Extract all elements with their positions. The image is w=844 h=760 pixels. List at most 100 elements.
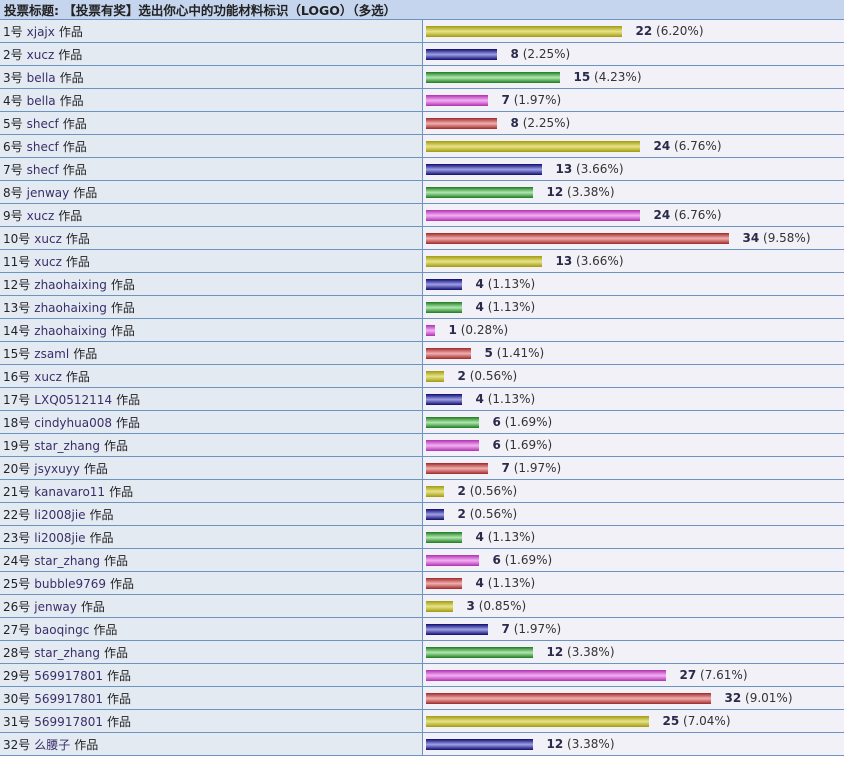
option-author: star_zhang <box>34 645 101 660</box>
option-result: 2 (0.56%) <box>422 502 844 526</box>
option-author: bella <box>26 93 56 108</box>
option-label: 29号 569917801 作品 <box>0 663 423 687</box>
option-result: 4 (1.13%) <box>422 295 844 319</box>
vote-bar <box>425 394 462 405</box>
option-result: 12 (3.38%) <box>422 640 844 664</box>
option-number: 17号 <box>3 392 31 407</box>
option-label: 8号 jenway 作品 <box>0 180 423 204</box>
option-author: zsaml <box>34 346 70 361</box>
option-suffix: 作品 <box>116 392 141 407</box>
option-author: xucz <box>26 47 55 62</box>
vote-percent: (1.97%) <box>513 461 562 475</box>
vote-count: 4 <box>475 277 484 291</box>
option-number: 23号 <box>3 530 31 545</box>
vote-percent: (1.69%) <box>504 438 553 452</box>
option-suffix: 作品 <box>65 369 90 384</box>
vote-bar <box>425 233 729 244</box>
option-number: 31号 <box>3 714 31 729</box>
vote-count: 6 <box>492 415 501 429</box>
option-label: 22号 li2008jie 作品 <box>0 502 423 526</box>
vote-count: 7 <box>501 461 510 475</box>
vote-count: 8 <box>510 47 519 61</box>
option-result: 4 (1.13%) <box>422 525 844 549</box>
option-number: 11号 <box>3 254 31 269</box>
option-label: 4号 bella 作品 <box>0 88 423 112</box>
poll-row: 4号 bella 作品 7 (1.97%) <box>0 88 844 112</box>
vote-bar <box>425 624 488 635</box>
option-author: bubble9769 <box>34 576 106 591</box>
option-author: xucz <box>34 254 62 269</box>
option-label: 9号 xucz 作品 <box>0 203 423 227</box>
vote-percent: (0.56%) <box>469 369 518 383</box>
poll-row: 11号 xucz 作品 13 (3.66%) <box>0 249 844 273</box>
vote-percent: (0.28%) <box>460 323 509 337</box>
option-suffix: 作品 <box>65 231 90 246</box>
vote-count: 15 <box>573 70 591 84</box>
option-result: 4 (1.13%) <box>422 387 844 411</box>
option-result: 6 (1.69%) <box>422 433 844 457</box>
poll-row: 30号 569917801 作品 32 (9.01%) <box>0 686 844 710</box>
option-suffix: 作品 <box>83 461 108 476</box>
poll-row: 1号 xjajx 作品 22 (6.20%) <box>0 19 844 43</box>
option-label: 12号 zhaohaixing 作品 <box>0 272 423 296</box>
poll-row: 3号 bella 作品 15 (4.23%) <box>0 65 844 89</box>
poll-row: 12号 zhaohaixing 作品 4 (1.13%) <box>0 272 844 296</box>
vote-bar <box>425 739 533 750</box>
vote-percent: (3.38%) <box>567 185 615 199</box>
option-author: li2008jie <box>34 530 86 545</box>
option-number: 2号 <box>3 47 23 62</box>
vote-count: 4 <box>475 576 484 590</box>
option-number: 18号 <box>3 415 31 430</box>
vote-count: 7 <box>501 622 510 636</box>
poll-row: 16号 xucz 作品 2 (0.56%) <box>0 364 844 388</box>
option-result: 25 (7.04%) <box>422 709 844 733</box>
option-suffix: 作品 <box>80 599 105 614</box>
option-result: 27 (7.61%) <box>422 663 844 687</box>
vote-bar <box>425 279 462 290</box>
vote-bar <box>425 486 444 497</box>
vote-count: 6 <box>492 553 501 567</box>
vote-bar <box>425 555 479 566</box>
vote-count: 4 <box>475 530 484 544</box>
option-suffix: 作品 <box>62 162 87 177</box>
option-author: jenway <box>34 599 77 614</box>
vote-bar <box>425 72 560 83</box>
option-author: star_zhang <box>34 553 101 568</box>
option-result: 3 (0.85%) <box>422 594 844 618</box>
option-suffix: 作品 <box>104 645 129 660</box>
vote-bar <box>425 210 640 221</box>
option-number: 32号 <box>3 737 31 752</box>
vote-bar <box>425 371 444 382</box>
vote-percent: (4.23%) <box>594 70 642 84</box>
vote-count: 27 <box>679 668 697 682</box>
option-author: xucz <box>34 231 62 246</box>
vote-count: 22 <box>635 24 653 38</box>
option-result: 12 (3.38%) <box>422 180 844 204</box>
vote-bar <box>425 95 488 106</box>
poll-row: 5号 shecf 作品 8 (2.25%) <box>0 111 844 135</box>
option-suffix: 作品 <box>89 530 114 545</box>
vote-percent: (1.13%) <box>487 530 536 544</box>
poll-row: 26号 jenway 作品 3 (0.85%) <box>0 594 844 618</box>
vote-percent: (9.58%) <box>763 231 811 245</box>
vote-percent: (2.25%) <box>522 116 571 130</box>
option-author: cindyhua008 <box>34 415 113 430</box>
vote-bar <box>425 26 622 37</box>
option-result: 5 (1.41%) <box>422 341 844 365</box>
option-author: 569917801 <box>34 691 103 706</box>
option-label: 2号 xucz 作品 <box>0 42 423 66</box>
option-result: 22 (6.20%) <box>422 19 844 43</box>
vote-bar <box>425 647 533 658</box>
poll-row: 23号 li2008jie 作品 4 (1.13%) <box>0 525 844 549</box>
option-suffix: 作品 <box>110 576 135 591</box>
option-result: 4 (1.13%) <box>422 571 844 595</box>
vote-percent: (3.66%) <box>576 162 624 176</box>
poll-row: 2号 xucz 作品 8 (2.25%) <box>0 42 844 66</box>
option-suffix: 作品 <box>74 737 99 752</box>
option-author: baoqingc <box>34 622 90 637</box>
poll-row: 13号 zhaohaixing 作品 4 (1.13%) <box>0 295 844 319</box>
option-author: zhaohaixing <box>34 277 107 292</box>
option-label: 1号 xjajx 作品 <box>0 19 423 43</box>
vote-percent: (1.13%) <box>487 277 536 291</box>
